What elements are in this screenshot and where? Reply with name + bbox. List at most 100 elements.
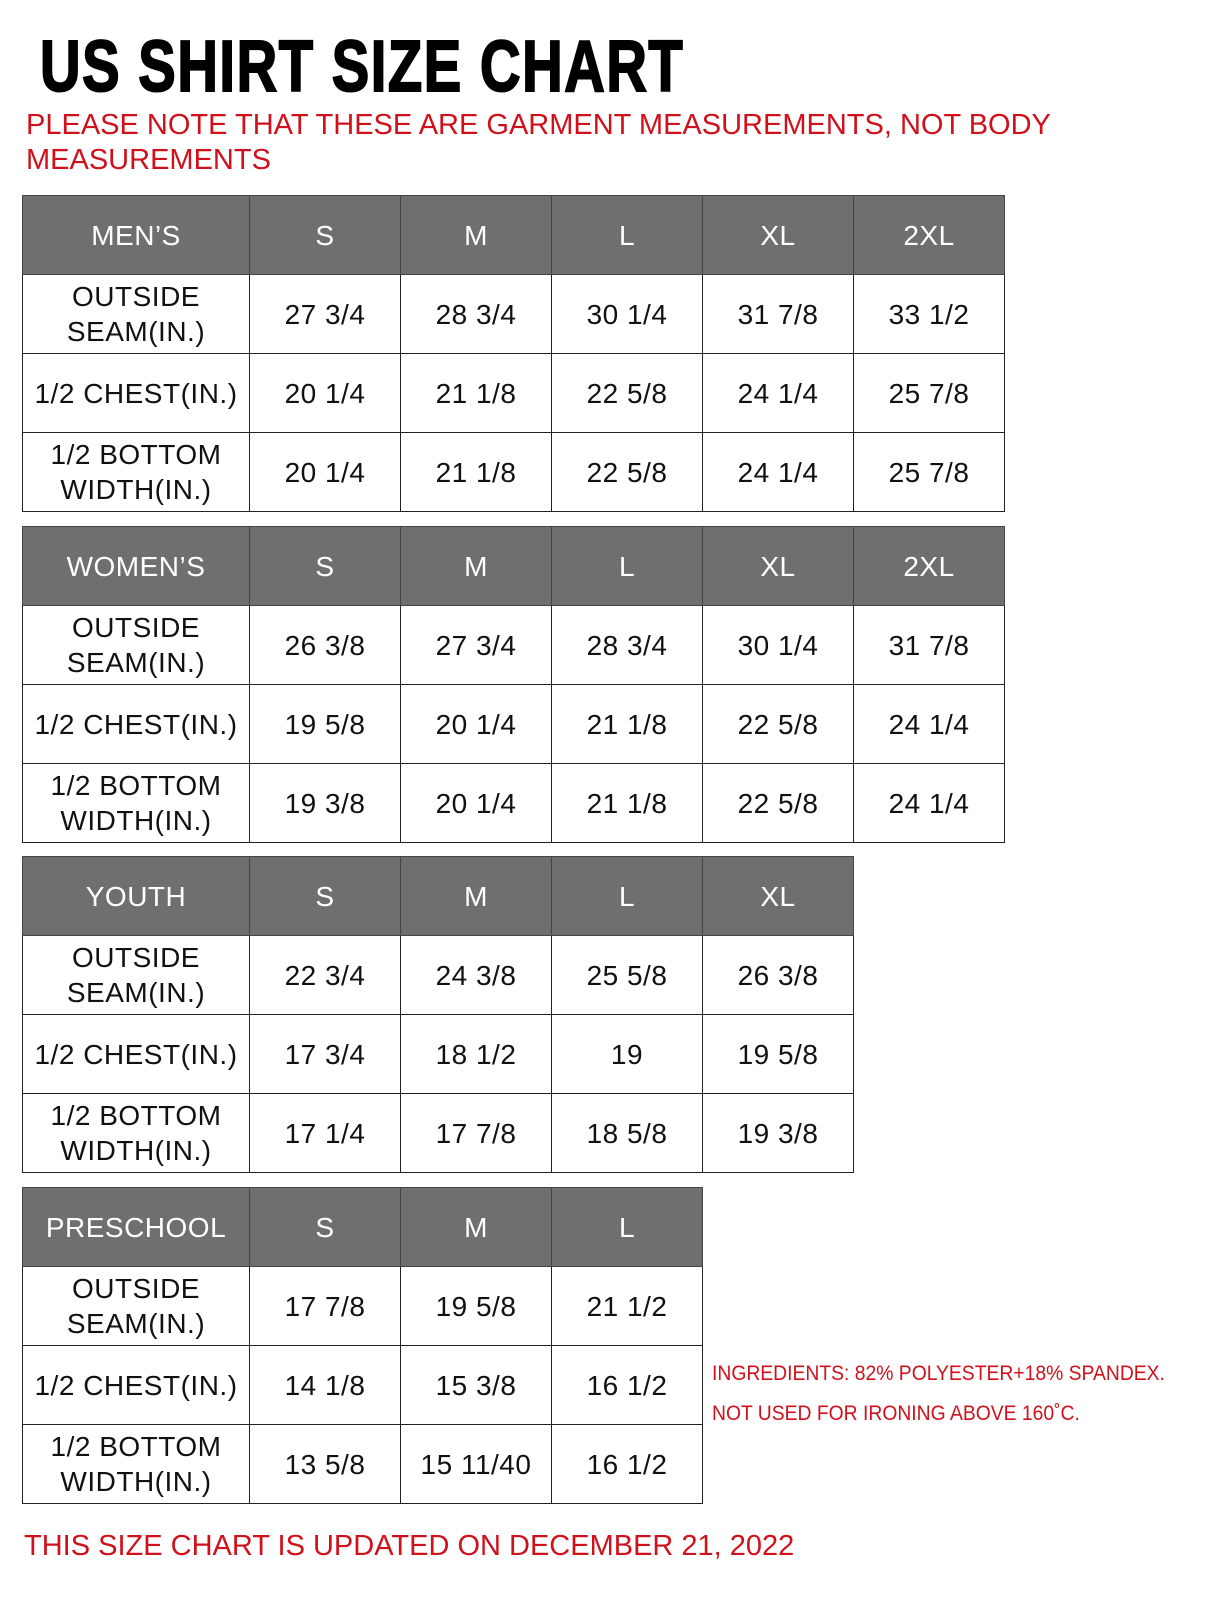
womens-size-table: WOMEN’S S M L XL 2XL OUTSIDE SEAM(IN.) 26 3/8 27 … bbox=[22, 526, 1005, 843]
measurement-label: OUTSIDE SEAM(IN.) bbox=[22, 274, 250, 354]
measurement-label: 1/2 CHEST(IN.) bbox=[22, 1345, 250, 1425]
measurement-value: 15 3/8 bbox=[400, 1345, 552, 1425]
header-row: YOUTH S M L XL bbox=[22, 856, 854, 936]
table-row: 1/2 BOTTOM WIDTH(IN.) 13 5/8 15 11/40 16 1/2 bbox=[22, 1424, 703, 1504]
update-note: THIS SIZE CHART IS UPDATED ON DECEMBER 2… bbox=[24, 1530, 795, 1562]
table-row: OUTSIDE SEAM(IN.) 17 7/8 19 5/8 21 1/2 bbox=[22, 1266, 703, 1346]
size-header: S bbox=[249, 195, 401, 275]
measurement-value: 19 5/8 bbox=[400, 1266, 552, 1346]
measurement-value: 22 5/8 bbox=[702, 684, 854, 764]
label-line: WIDTH(IN.) bbox=[60, 1466, 212, 1497]
table-row: 1/2 CHEST(IN.) 19 5/8 20 1/4 21 1/8 22 5/8 24… bbox=[22, 684, 1005, 764]
measurement-label: OUTSIDE SEAM(IN.) bbox=[22, 605, 250, 685]
size-header: L bbox=[551, 195, 703, 275]
measurement-value: 30 1/4 bbox=[702, 605, 854, 685]
size-header: L bbox=[551, 526, 703, 606]
measurement-value: 24 1/4 bbox=[702, 353, 854, 433]
measurement-value: 22 5/8 bbox=[551, 353, 703, 433]
measurement-value: 15 11/40 bbox=[400, 1424, 552, 1504]
measurement-value: 18 1/2 bbox=[400, 1014, 552, 1094]
page-title: US SHIRT SIZE CHART bbox=[39, 26, 685, 108]
size-header: L bbox=[551, 1187, 703, 1267]
label-line: SEAM(IN.) bbox=[66, 977, 206, 1008]
label-line: WIDTH(IN.) bbox=[60, 805, 212, 836]
ironing-text: NOT USED FOR IRONING ABOVE 160˚C. bbox=[712, 1402, 1080, 1425]
measurement-value: 17 1/4 bbox=[249, 1093, 401, 1173]
measurement-label: OUTSIDE SEAM(IN.) bbox=[22, 1266, 250, 1346]
measurement-value: 25 7/8 bbox=[853, 432, 1005, 512]
measurement-label: 1/2 CHEST(IN.) bbox=[22, 684, 250, 764]
category-header: WOMEN’S bbox=[22, 526, 250, 606]
measurement-value: 22 3/4 bbox=[249, 935, 401, 1015]
label-line: OUTSIDE bbox=[72, 281, 200, 312]
label-line: 1/2 CHEST(IN.) bbox=[34, 708, 238, 740]
size-header: M bbox=[400, 1187, 552, 1267]
measurement-value: 27 3/4 bbox=[400, 605, 552, 685]
measurement-value: 20 1/4 bbox=[249, 353, 401, 433]
label-line: OUTSIDE bbox=[72, 612, 200, 643]
size-header: M bbox=[400, 195, 552, 275]
size-header: XL bbox=[702, 195, 854, 275]
measurement-value: 14 1/8 bbox=[249, 1345, 401, 1425]
size-header: M bbox=[400, 526, 552, 606]
header-row: PRESCHOOL S M L bbox=[22, 1187, 703, 1267]
measurement-value: 21 1/8 bbox=[400, 432, 552, 512]
measurement-value: 19 3/8 bbox=[249, 763, 401, 843]
header-row: MEN’S S M L XL 2XL bbox=[22, 195, 1005, 275]
measurement-value: 25 7/8 bbox=[853, 353, 1005, 433]
table-row: OUTSIDE SEAM(IN.) 26 3/8 27 3/4 28 3/4 30 1/4… bbox=[22, 605, 1005, 685]
label-line: 1/2 BOTTOM bbox=[50, 770, 222, 801]
measurement-value: 33 1/2 bbox=[853, 274, 1005, 354]
mens-size-table: MEN’S S M L XL 2XL OUTSIDE SEAM(IN.) 27 3/4 28 3/… bbox=[22, 195, 1005, 512]
measurement-label: 1/2 BOTTOM WIDTH(IN.) bbox=[22, 1093, 250, 1173]
care-info: INGREDIENTS: 82% POLYESTER+18% SPANDEX. … bbox=[712, 1354, 1165, 1434]
label-line: WIDTH(IN.) bbox=[60, 1135, 212, 1166]
measurement-value: 19 bbox=[551, 1014, 703, 1094]
measurement-value: 20 1/4 bbox=[400, 684, 552, 764]
measurement-value: 31 7/8 bbox=[853, 605, 1005, 685]
measurement-label: 1/2 CHEST(IN.) bbox=[22, 353, 250, 433]
measurement-label: OUTSIDE SEAM(IN.) bbox=[22, 935, 250, 1015]
size-header: XL bbox=[702, 856, 854, 936]
measurement-value: 24 1/4 bbox=[702, 432, 854, 512]
measurement-value: 19 3/8 bbox=[702, 1093, 854, 1173]
label-line: OUTSIDE bbox=[72, 942, 200, 973]
size-header: 2XL bbox=[853, 195, 1005, 275]
measurement-value: 31 7/8 bbox=[702, 274, 854, 354]
measurement-value: 19 5/8 bbox=[702, 1014, 854, 1094]
youth-size-table: YOUTH S M L XL OUTSIDE SEAM(IN.) 22 3/4 24 3/8 25… bbox=[22, 856, 854, 1173]
measurement-value: 21 1/8 bbox=[551, 684, 703, 764]
measurement-label: 1/2 BOTTOM WIDTH(IN.) bbox=[22, 432, 250, 512]
category-header: MEN’S bbox=[22, 195, 250, 275]
label-line: 1/2 CHEST(IN.) bbox=[34, 377, 238, 409]
category-header: YOUTH bbox=[22, 856, 250, 936]
measurement-value: 24 3/8 bbox=[400, 935, 552, 1015]
label-line: SEAM(IN.) bbox=[66, 647, 206, 678]
measurement-value: 20 1/4 bbox=[400, 763, 552, 843]
measurement-value: 16 1/2 bbox=[551, 1424, 703, 1504]
table-row: OUTSIDE SEAM(IN.) 22 3/4 24 3/8 25 5/8 26 3/8 bbox=[22, 935, 854, 1015]
measurement-value: 30 1/4 bbox=[551, 274, 703, 354]
measurement-label: 1/2 BOTTOM WIDTH(IN.) bbox=[22, 1424, 250, 1504]
category-header: PRESCHOOL bbox=[22, 1187, 250, 1267]
measurement-value: 24 1/4 bbox=[853, 763, 1005, 843]
table-row: 1/2 CHEST(IN.) 20 1/4 21 1/8 22 5/8 24 1/4 25… bbox=[22, 353, 1005, 433]
measurement-value: 13 5/8 bbox=[249, 1424, 401, 1504]
measurement-value: 17 7/8 bbox=[400, 1093, 552, 1173]
measurement-value: 16 1/2 bbox=[551, 1345, 703, 1425]
label-line: 1/2 CHEST(IN.) bbox=[34, 1369, 238, 1401]
measurement-value: 26 3/8 bbox=[249, 605, 401, 685]
measurement-value: 24 1/4 bbox=[853, 684, 1005, 764]
size-header: S bbox=[249, 856, 401, 936]
garment-note: PLEASE NOTE THAT THESE ARE GARMENT MEASU… bbox=[26, 109, 1051, 176]
label-line: 1/2 BOTTOM bbox=[50, 439, 222, 470]
measurement-value: 17 3/4 bbox=[249, 1014, 401, 1094]
measurement-value: 21 1/8 bbox=[551, 763, 703, 843]
header-row: WOMEN’S S M L XL 2XL bbox=[22, 526, 1005, 606]
label-line: 1/2 BOTTOM bbox=[50, 1100, 222, 1131]
measurement-label: 1/2 CHEST(IN.) bbox=[22, 1014, 250, 1094]
preschool-size-table: PRESCHOOL S M L OUTSIDE SEAM(IN.) 17 7/8 19 5/8… bbox=[22, 1187, 703, 1504]
label-line: OUTSIDE bbox=[72, 1273, 200, 1304]
label-line: 1/2 BOTTOM bbox=[50, 1431, 222, 1462]
measurement-value: 22 5/8 bbox=[551, 432, 703, 512]
